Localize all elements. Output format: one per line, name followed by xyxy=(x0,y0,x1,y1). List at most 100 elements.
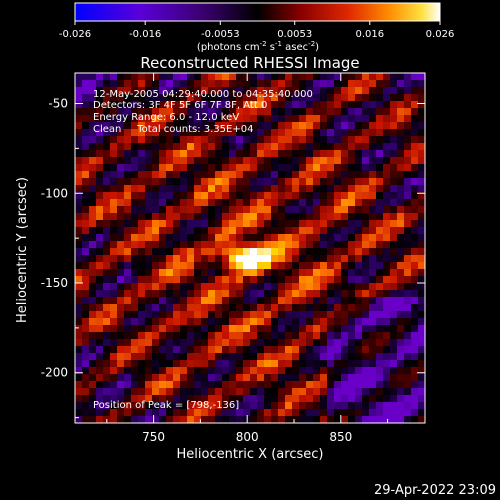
heatmap-cell xyxy=(299,227,307,235)
heatmap-cell xyxy=(334,332,342,340)
heatmap-cell xyxy=(334,227,342,235)
heatmap-cell xyxy=(292,367,300,375)
heatmap-cell xyxy=(257,367,265,375)
heatmap-cell xyxy=(285,255,293,263)
heatmap-cell xyxy=(124,206,132,214)
heatmap-cell xyxy=(257,353,265,361)
heatmap-cell xyxy=(103,346,111,354)
heatmap-cell xyxy=(341,318,349,326)
heatmap-cell xyxy=(215,290,223,298)
heatmap-cell xyxy=(411,192,419,200)
heatmap-cell xyxy=(355,178,363,186)
heatmap-cell xyxy=(208,409,216,417)
heatmap-cell xyxy=(292,80,300,88)
heatmap-cell xyxy=(187,283,195,291)
heatmap-cell xyxy=(411,262,419,270)
heatmap-cell xyxy=(187,248,195,256)
heatmap-cell xyxy=(222,353,230,361)
heatmap-cell xyxy=(390,192,398,200)
heatmap-cell xyxy=(306,213,314,221)
heatmap-cell xyxy=(250,220,258,228)
heatmap-cell xyxy=(75,255,83,263)
heatmap-cell xyxy=(75,206,83,214)
heatmap-cell xyxy=(320,339,328,347)
heatmap-cell xyxy=(418,178,425,186)
heatmap-cell xyxy=(201,164,209,172)
heatmap-cell xyxy=(180,325,188,333)
heatmap-cell xyxy=(222,255,230,263)
heatmap-cell xyxy=(180,87,188,95)
heatmap-cell xyxy=(341,262,349,270)
heatmap-cell xyxy=(257,164,265,172)
heatmap-cell xyxy=(264,262,272,270)
heatmap-cell xyxy=(180,311,188,319)
heatmap-cell xyxy=(355,290,363,298)
heatmap-cell xyxy=(152,143,160,151)
heatmap-cell xyxy=(404,80,412,88)
heatmap-cell xyxy=(229,157,237,165)
heatmap-cell xyxy=(166,276,174,284)
heatmap-cell xyxy=(299,409,307,417)
heatmap-cell xyxy=(362,304,370,312)
heatmap-cell xyxy=(201,325,209,333)
heatmap-cell xyxy=(299,80,307,88)
heatmap-cell xyxy=(257,381,265,389)
heatmap-cell xyxy=(215,122,223,130)
y-tick-label: -50 xyxy=(48,97,68,111)
heatmap-cell xyxy=(194,143,202,151)
heatmap-cell xyxy=(257,80,265,88)
heatmap-cell xyxy=(166,171,174,179)
heatmap-cell xyxy=(96,199,104,207)
heatmap-cell xyxy=(369,101,377,109)
heatmap-cell xyxy=(75,164,83,172)
heatmap-cell xyxy=(348,101,356,109)
heatmap-cell xyxy=(243,388,251,396)
heatmap-cell xyxy=(334,360,342,368)
heatmap-cell xyxy=(369,269,377,277)
heatmap-cell xyxy=(320,290,328,298)
heatmap-cell xyxy=(236,339,244,347)
heatmap-cell xyxy=(299,150,307,158)
heatmap-cell xyxy=(348,206,356,214)
heatmap-cell xyxy=(411,80,419,88)
heatmap-cell xyxy=(411,150,419,158)
heatmap-cell xyxy=(194,360,202,368)
heatmap-cell xyxy=(96,325,104,333)
heatmap-cell xyxy=(285,409,293,417)
heatmap-cell xyxy=(383,192,391,200)
heatmap-cell xyxy=(89,129,97,137)
heatmap-cell xyxy=(159,220,167,228)
heatmap-cell xyxy=(138,395,146,403)
heatmap-cell xyxy=(376,143,384,151)
heatmap-cell xyxy=(390,402,398,410)
heatmap-cell xyxy=(418,395,425,403)
heatmap-cell xyxy=(348,73,356,81)
heatmap-cell xyxy=(180,304,188,312)
heatmap-cell xyxy=(117,80,125,88)
heatmap-cell xyxy=(82,178,90,186)
heatmap-cell xyxy=(299,206,307,214)
heatmap-cell xyxy=(180,255,188,263)
heatmap-cell xyxy=(299,129,307,137)
heatmap-cell xyxy=(341,115,349,123)
heatmap-cell xyxy=(327,304,335,312)
heatmap-cell xyxy=(222,297,230,305)
heatmap-cell xyxy=(138,276,146,284)
heatmap-cell xyxy=(173,353,181,361)
heatmap-cell xyxy=(418,129,425,137)
heatmap-cell xyxy=(390,122,398,130)
heatmap-cell xyxy=(75,360,83,368)
heatmap-cell xyxy=(180,367,188,375)
heatmap-cell xyxy=(89,136,97,144)
heatmap-cell xyxy=(222,248,230,256)
heatmap-cell xyxy=(159,101,167,109)
heatmap-cell xyxy=(124,255,132,263)
heatmap-cell xyxy=(166,353,174,361)
heatmap-cell xyxy=(103,395,111,403)
heatmap-cell xyxy=(110,332,118,340)
heatmap-cell xyxy=(257,178,265,186)
heatmap-cell xyxy=(201,374,209,382)
heatmap-cell xyxy=(334,206,342,214)
heatmap-cell xyxy=(145,206,153,214)
